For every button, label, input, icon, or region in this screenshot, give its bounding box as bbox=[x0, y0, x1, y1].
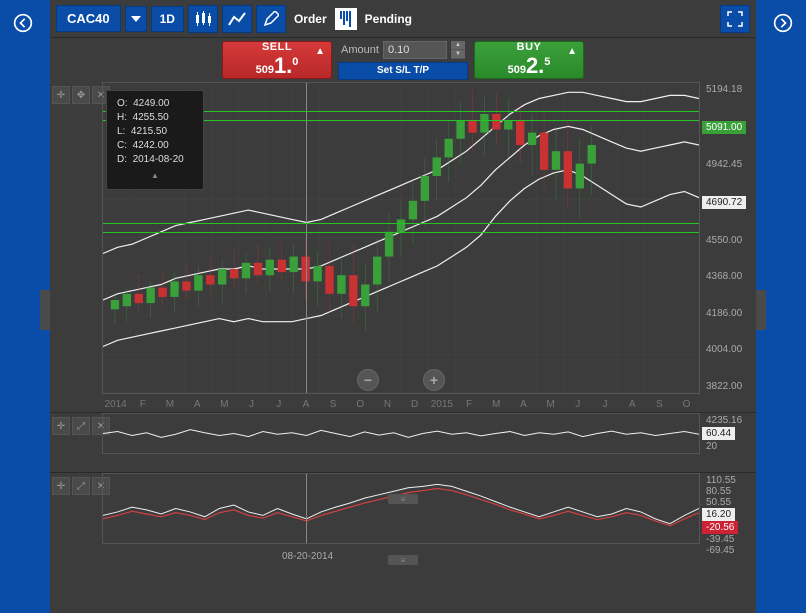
indicators-button[interactable] bbox=[222, 5, 252, 33]
ohlc-close: 4242.00 bbox=[133, 140, 169, 151]
bars-icon bbox=[340, 11, 351, 27]
tool-move-icon[interactable]: ✥ bbox=[72, 86, 90, 104]
indicator-1-y-axis: 4235.1660.4420 bbox=[702, 413, 756, 454]
indicator-2-chart[interactable]: ✛ ⤢ ✕ 110.5580.5550.5516.20-20.56-39.45-… bbox=[50, 472, 756, 562]
zoom-in-button[interactable]: + bbox=[423, 369, 445, 391]
amount-input[interactable] bbox=[383, 41, 447, 59]
crosshair-line bbox=[306, 474, 307, 543]
symbol-dropdown-caret[interactable] bbox=[125, 6, 147, 32]
buy-price: 5092.5 bbox=[508, 53, 551, 79]
pane-resize-handle[interactable] bbox=[388, 555, 418, 565]
nav-next-button[interactable] bbox=[770, 10, 796, 36]
sell-price: 5091.0 bbox=[256, 53, 299, 79]
crosshair-line bbox=[306, 83, 307, 393]
caret-up-icon: ▲ bbox=[117, 169, 193, 183]
order-label: Order bbox=[294, 12, 327, 26]
amount-column: Amount ▲▼ Set S/L T/P bbox=[338, 41, 468, 80]
main-chart[interactable]: ✛ ✥ ✕ − + O: 4249.00 H: 4255.50 L: 4215.… bbox=[50, 82, 756, 412]
line-chart-icon bbox=[228, 11, 246, 27]
ohlc-tooltip: O: 4249.00 H: 4255.50 L: 4215.50 C: 4242… bbox=[106, 90, 204, 190]
indicator-1-chart[interactable]: ✛ ⤢ ✕ 4235.1660.4420 bbox=[50, 412, 756, 472]
indicator-2-y-axis: 110.5580.5550.5516.20-20.56-39.45-69.45 bbox=[702, 473, 756, 544]
right-panel-handle[interactable] bbox=[756, 290, 766, 330]
chart-type-button[interactable] bbox=[188, 5, 218, 33]
fullscreen-button[interactable] bbox=[720, 5, 750, 33]
order-button[interactable] bbox=[335, 8, 357, 30]
buy-label: BUY bbox=[517, 41, 542, 53]
ohlc-open: 4249.00 bbox=[133, 98, 169, 109]
buy-button[interactable]: BUY ▲ 5092.5 bbox=[474, 41, 584, 79]
symbol-selector[interactable]: CAC40 bbox=[56, 5, 121, 32]
zoom-out-button[interactable]: − bbox=[357, 369, 379, 391]
timeframe-button[interactable]: 1D bbox=[151, 6, 184, 32]
trade-panel: SELL ▲ 5091.0 Amount ▲▼ Set S/L T/P BUY … bbox=[50, 38, 756, 82]
up-arrow-icon: ▲ bbox=[315, 46, 325, 57]
zoom-controls: − + bbox=[357, 369, 445, 391]
crosshair-date-label: 08-20-2014 bbox=[278, 551, 337, 562]
symbol-label: CAC40 bbox=[67, 11, 110, 26]
ohlc-low: 4215.50 bbox=[131, 126, 167, 137]
amount-label: Amount bbox=[341, 44, 379, 56]
x-axis: 2014FMAMJJASOND2015FMAMJJASO bbox=[102, 396, 700, 412]
sell-label: SELL bbox=[262, 41, 292, 53]
left-panel-handle[interactable] bbox=[40, 290, 50, 330]
tool-settings-icon[interactable]: ✛ bbox=[52, 417, 70, 435]
tool-expand-icon[interactable]: ⤢ bbox=[72, 477, 90, 495]
chart-window: CAC40 1D Order Pending SELL ▲ 5091 bbox=[50, 0, 756, 613]
amount-spinner[interactable]: ▲▼ bbox=[451, 41, 465, 59]
sell-button[interactable]: SELL ▲ 5091.0 bbox=[222, 41, 332, 79]
set-sl-tp-button[interactable]: Set S/L T/P bbox=[338, 62, 468, 80]
nav-prev-button[interactable] bbox=[10, 10, 36, 36]
tool-crosshair-icon[interactable]: ✛ bbox=[52, 86, 70, 104]
pending-label: Pending bbox=[365, 12, 412, 26]
ohlc-date: 2014-08-20 bbox=[133, 154, 184, 165]
tool-settings-icon[interactable]: ✛ bbox=[52, 477, 70, 495]
y-axis: 5194.185091.004942.454690.724550.004368.… bbox=[702, 82, 756, 394]
ohlc-high: 4255.50 bbox=[133, 112, 169, 123]
candlestick-icon bbox=[194, 11, 212, 27]
up-arrow-icon: ▲ bbox=[567, 46, 577, 57]
draw-button[interactable] bbox=[256, 5, 286, 33]
tool-expand-icon[interactable]: ⤢ bbox=[72, 417, 90, 435]
caret-down-icon bbox=[131, 16, 141, 22]
pane-resize-handle[interactable] bbox=[388, 494, 418, 504]
toolbar: CAC40 1D Order Pending bbox=[50, 0, 756, 38]
pencil-icon bbox=[263, 11, 279, 27]
expand-icon bbox=[727, 11, 743, 27]
